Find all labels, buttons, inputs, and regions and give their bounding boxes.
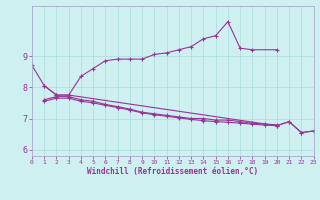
X-axis label: Windchill (Refroidissement éolien,°C): Windchill (Refroidissement éolien,°C) xyxy=(87,167,258,176)
